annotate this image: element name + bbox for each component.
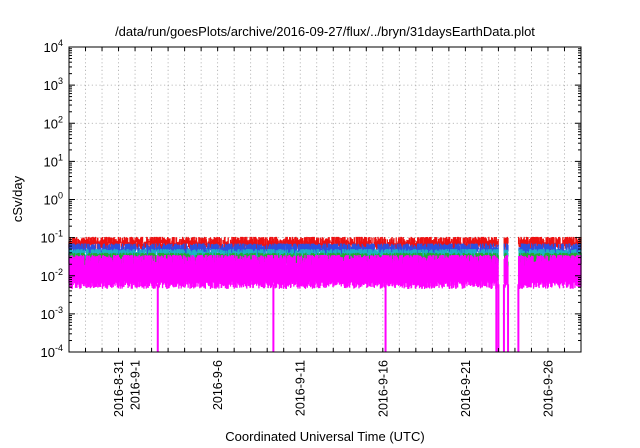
y-tick-label: 100 [44, 191, 63, 208]
y-tick-label: 104 [44, 38, 63, 55]
x-tick-label: 2016-9-16 [376, 360, 390, 417]
grid [69, 47, 581, 352]
x-tick-label: 2016-9-26 [541, 360, 555, 417]
plot-area [68, 236, 582, 352]
x-tick-label: 2016-9-11 [294, 360, 308, 416]
x-tick-label: 2016-8-31 [112, 360, 126, 417]
x-axis-label: Coordinated Universal Time (UTC) [225, 429, 424, 444]
y-tick-label: 10-1 [41, 229, 63, 246]
y-tick-label: 10-4 [41, 343, 63, 360]
y-tick-label: 101 [44, 152, 63, 169]
axis-ticks [68, 46, 582, 353]
y-axis-label: cSv/day [10, 175, 25, 222]
x-tick-label: 2016-9-1 [129, 360, 143, 410]
x-tick-label: 2016-9-6 [211, 360, 225, 410]
y-tick-label: 102 [44, 114, 63, 131]
y-tick-label: 103 [44, 76, 63, 93]
y-tick-label: 10-3 [41, 305, 63, 322]
y-tick-label: 10-2 [41, 267, 63, 284]
x-tick-label: 2016-9-21 [459, 360, 473, 417]
series-band [68, 255, 582, 289]
chart-title: /data/run/goesPlots/archive/2016-09-27/f… [115, 24, 535, 39]
